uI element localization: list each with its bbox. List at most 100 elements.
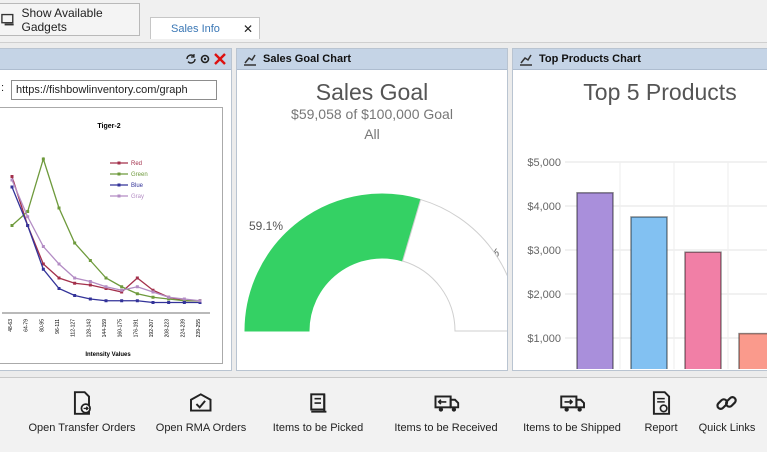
toolbar-button-ers[interactable]: ers — [0, 390, 5, 434]
data-point — [104, 299, 108, 303]
toolbar-button-items-to-be-picked[interactable]: Items to be Picked — [272, 390, 364, 434]
report-icon — [652, 391, 670, 415]
data-point — [10, 224, 14, 227]
data-point — [151, 288, 155, 292]
x-tick-label: 192-207 — [149, 319, 155, 338]
data-point — [41, 262, 45, 266]
toolbar-button-open-rma-orders[interactable]: Open RMA Orders — [156, 390, 246, 434]
transfer-order-icon — [73, 391, 91, 415]
toolbar-button-report[interactable]: Report — [644, 390, 678, 434]
x-tick-label: 80-95 — [39, 319, 45, 332]
x-axis-label: Intensity Values — [85, 352, 131, 358]
data-point — [120, 285, 124, 289]
y-tick-label: $1,000 — [527, 333, 561, 345]
data-point — [120, 290, 124, 294]
top-products-title: Top 5 Products — [583, 79, 737, 105]
x-tick-label: 224-239 — [180, 319, 186, 338]
toolbar-button-label: Open Transfer Orders — [28, 422, 136, 434]
data-point — [73, 294, 77, 297]
data-point — [198, 299, 202, 303]
x-tick-label: 64-79 — [24, 319, 30, 332]
top-products-header-title: Top Products Chart — [539, 53, 641, 65]
toolbar-button-quick-links[interactable]: Quick Links — [698, 390, 756, 434]
data-point — [88, 283, 92, 287]
data-point — [104, 276, 108, 280]
legend-label: Green — [131, 172, 148, 178]
data-point — [88, 297, 92, 301]
orders-icon — [0, 390, 5, 416]
x-tick-label: 160-175 — [118, 319, 124, 338]
refresh-icon[interactable] — [185, 53, 197, 65]
data-point — [57, 262, 61, 266]
toolbar-button-open-transfer-orders[interactable]: Open Transfer Orders — [29, 390, 136, 434]
series-line-gray — [11, 179, 201, 302]
toolbar-button-label: Items to be Picked — [272, 422, 364, 434]
show-gadgets-button[interactable]: Show Available Gadgets — [0, 3, 140, 36]
gadgets-icon — [1, 13, 14, 25]
graph-panel-header — [0, 49, 231, 70]
sales-goal-panel-header: Sales Goal Chart — [237, 49, 507, 70]
rma-icon — [190, 393, 212, 412]
sales-goal-subtitle: $59,058 of $100,000 Goal — [291, 106, 453, 122]
sales-goal-gauge — [244, 193, 507, 332]
y-tick-label: $5,000 — [527, 157, 561, 169]
achieved-percent-label: 59.1% — [249, 219, 284, 233]
data-point — [120, 299, 124, 303]
data-point — [73, 276, 77, 280]
data-point — [182, 297, 186, 301]
sales-goal-header-title: Sales Goal Chart — [263, 53, 352, 65]
data-point — [26, 215, 30, 219]
tab-close-icon[interactable]: ✕ — [242, 21, 253, 36]
bar-f201 — [630, 216, 668, 369]
data-point — [41, 157, 45, 161]
top-products-panel-header: Top Products Chart — [513, 49, 767, 70]
legend-label: Red — [131, 161, 142, 167]
bottom-toolbar: ers Open Transfer Orders Open RMA Orders It… — [0, 377, 767, 452]
toolbar-button-label: Items to be Received — [394, 422, 498, 434]
toolbar-button-label: Items to be Shipped — [523, 422, 621, 434]
data-point — [135, 285, 139, 289]
bar-fg2100 — [684, 251, 722, 369]
gauge-remaining-arc — [401, 198, 507, 332]
toolbar-button-label: Open RMA Orders — [155, 422, 247, 434]
data-point — [10, 185, 14, 189]
toolbar-button-label: Report — [644, 422, 678, 434]
tab-sales-info[interactable]: Sales Info ✕ — [150, 17, 260, 39]
top-products-panel: Top Products Chart Top 5 Products $0$1,0… — [512, 48, 767, 371]
data-point — [10, 178, 14, 182]
legend-label: Blue — [131, 183, 144, 189]
x-tick-label: 144-159 — [102, 319, 108, 338]
url-input[interactable]: https://fishbowlinventory.com/graph — [11, 80, 217, 100]
x-tick-label: 112-127 — [71, 319, 77, 337]
data-point — [73, 241, 77, 245]
chart-gadget-icon — [244, 54, 256, 66]
ship-truck-icon — [560, 395, 585, 412]
show-gadgets-label: Show Available Gadgets — [21, 5, 103, 34]
y-tick-label: $2,000 — [527, 289, 561, 301]
toolbar-button-items-to-be-shipped[interactable]: Items to be Shipped — [523, 390, 621, 434]
series-line-red — [11, 176, 200, 302]
settings-icon[interactable] — [199, 53, 211, 65]
close-icon[interactable] — [213, 52, 227, 66]
x-tick-label: 128-143 — [86, 319, 92, 338]
data-point — [104, 287, 108, 290]
data-point — [57, 287, 61, 290]
sales-goal-panel: Sales Goal Chart Sales Goal $59,058 of $… — [236, 48, 508, 371]
toolbar-button-label: Quick Links — [698, 422, 756, 434]
data-point — [135, 299, 139, 303]
series-line-blue — [11, 186, 200, 304]
intensity-line-chart: Tiger-2 48-63 64-79 80-95 96-111 112-127 128-1… — [2, 123, 210, 358]
data-point — [135, 276, 139, 280]
x-tick-label: 48-63 — [8, 319, 14, 332]
data-point — [26, 224, 30, 227]
x-tick-label: 96-111 — [55, 319, 61, 334]
data-point — [120, 288, 124, 292]
top-toolbar: Show Available Gadgets Sales Info ✕ — [0, 0, 767, 43]
legend-marker — [117, 194, 121, 198]
data-point — [167, 297, 171, 301]
data-point — [41, 245, 45, 248]
legend-marker — [117, 183, 121, 187]
data-point — [135, 292, 139, 296]
x-tick-label: 239-255 — [196, 319, 202, 338]
toolbar-button-items-to-be-received[interactable]: Items to be Received — [394, 390, 498, 434]
